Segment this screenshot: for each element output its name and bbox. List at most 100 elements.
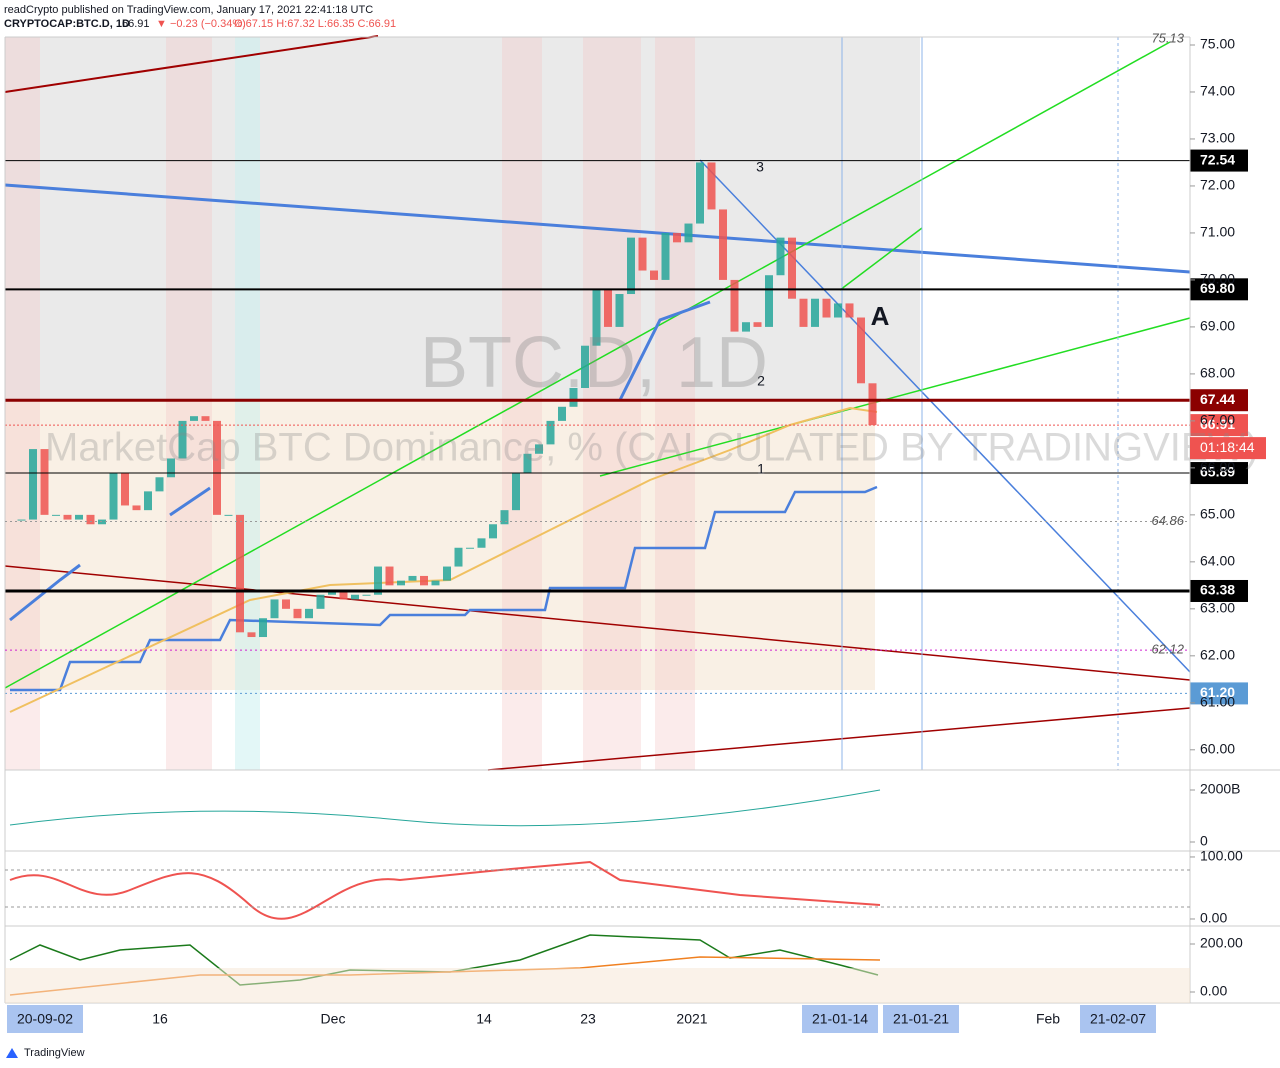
candle [500, 510, 509, 525]
candle [270, 599, 279, 619]
candle [868, 383, 877, 426]
pane-tick-label: 100.00 [1200, 848, 1243, 864]
candle [155, 477, 164, 492]
candle [351, 594, 359, 600]
indicators [5, 789, 1190, 1003]
candle [224, 514, 233, 516]
y-tick-label: 60.00 [1200, 740, 1235, 756]
candle [592, 289, 601, 346]
candle [707, 162, 716, 210]
x-tick-label: 21-02-07 [1090, 1011, 1146, 1027]
level-note: 64.86 [1151, 513, 1184, 528]
level-label: 63.38 [1200, 582, 1235, 598]
price-levels: 72.54 69.80 67.44 66.91 65.89 63.38 61.20 [5, 149, 1248, 705]
candle [339, 590, 348, 600]
x-tick-label: 23 [580, 1011, 596, 1027]
pane-tick-label: 0.00 [1200, 910, 1227, 926]
candle [684, 223, 693, 243]
candle [546, 420, 555, 445]
level-label: 65.89 [1200, 464, 1235, 480]
candle [201, 416, 210, 421]
y-tick-label: 70.00 [1200, 271, 1235, 287]
level-label: 66.91 [1200, 416, 1235, 432]
candle [385, 566, 394, 586]
candle [857, 317, 865, 384]
candle [776, 237, 785, 276]
candle [604, 289, 612, 327]
x-label-box [883, 1005, 959, 1033]
x-label-box [802, 1005, 878, 1033]
candle [75, 514, 83, 520]
annotation: 1 [757, 461, 765, 477]
candle [213, 420, 221, 515]
candle [753, 322, 762, 327]
annotation: 3 [756, 159, 764, 175]
y-tick-label: 74.00 [1200, 83, 1235, 99]
candle [29, 449, 37, 520]
change: ▼ −0.23 (−0.34%) [156, 18, 246, 30]
y-tick-label: 67.00 [1200, 412, 1235, 428]
candle [730, 279, 739, 332]
candle [845, 303, 854, 318]
pane-tick-label: 0 [1200, 833, 1208, 849]
level-box [1190, 389, 1248, 412]
last-price: 66.91 [122, 18, 150, 30]
candle [581, 345, 589, 388]
candle [788, 237, 796, 299]
candle [454, 547, 463, 567]
candle [109, 472, 118, 520]
countdown-box [1190, 437, 1266, 460]
level-note: 62.12 [1151, 642, 1184, 657]
x-tick-label: Dec [321, 1011, 346, 1027]
level-label: 61.20 [1200, 684, 1235, 700]
time-axis: 20-09-02 16 Dec 14 23 2021 21-01-14 21-01-21 Feb… [7, 1005, 1156, 1033]
symbol: CRYPTOCAP:BTC.D, 1D [4, 18, 130, 30]
candle [627, 237, 635, 295]
candle [236, 514, 244, 633]
y-tick-label: 72.00 [1200, 177, 1235, 193]
level-label: 69.80 [1200, 280, 1235, 296]
candle [178, 420, 187, 459]
candle [420, 575, 428, 586]
candle [374, 566, 382, 595]
publisher-line: readCrypto published on TradingView.com,… [4, 4, 373, 16]
background-zones [5, 37, 920, 770]
candle [742, 322, 750, 332]
watermark-name: MarketCap BTC Dominance, % (CALCULATED B… [45, 426, 1259, 470]
candle [144, 491, 152, 511]
x-tick-label: 21-01-21 [893, 1011, 949, 1027]
candle [719, 209, 727, 280]
candle [293, 608, 302, 619]
x-tick-label: 14 [476, 1011, 492, 1027]
level-label: 72.54 [1200, 151, 1235, 167]
candle [512, 472, 520, 511]
level-box [1190, 579, 1248, 602]
candle [316, 594, 325, 609]
footer: TradingView [24, 1047, 85, 1059]
countdown: 01:18:44 [1200, 439, 1255, 455]
candle [247, 632, 256, 638]
candle [523, 453, 532, 473]
candle [86, 514, 95, 525]
candle [305, 608, 313, 619]
level-box [1190, 278, 1248, 301]
y-tick-label: 75.00 [1200, 36, 1235, 52]
level-box [1190, 462, 1248, 485]
candle [17, 519, 26, 521]
candle [190, 416, 198, 421]
candle [362, 594, 371, 596]
y-tick-label: 62.00 [1200, 647, 1235, 663]
y-tick-label: 66.00 [1200, 459, 1235, 475]
candle [52, 514, 60, 516]
watermark-symbol: BTC.D, 1D [420, 323, 768, 403]
pane-tick-label: 2000B [1200, 781, 1240, 797]
candle [63, 514, 72, 520]
x-tick-label: 2021 [676, 1011, 707, 1027]
candle [443, 566, 451, 581]
x-label-box [1080, 1005, 1156, 1033]
annotation: A [871, 301, 890, 331]
candle [811, 298, 819, 327]
x-tick-label: 21-01-14 [812, 1011, 868, 1027]
y-tick-label: 69.00 [1200, 318, 1235, 334]
x-label-box [7, 1005, 83, 1033]
